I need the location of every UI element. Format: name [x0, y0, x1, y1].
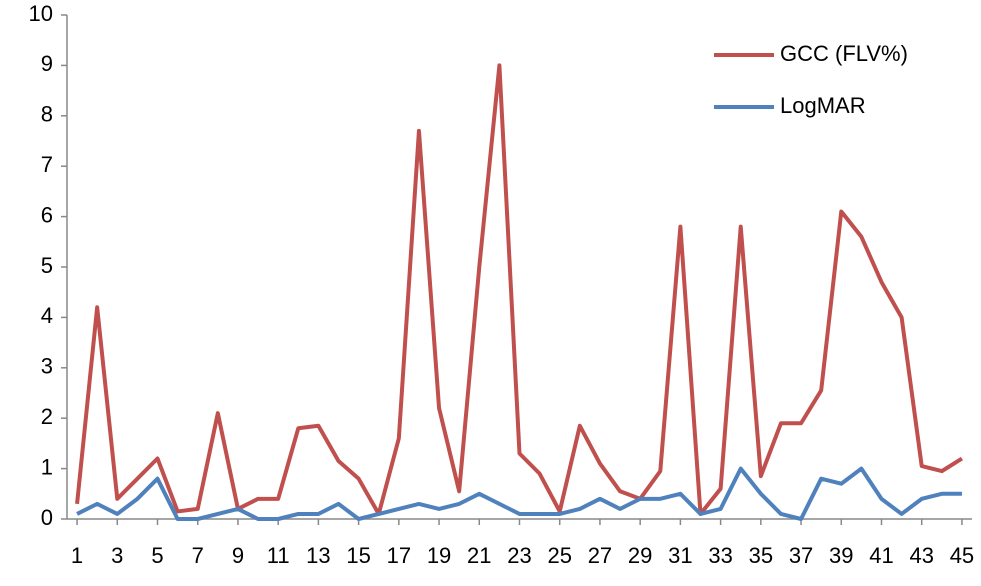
x-tick-label: 39 — [829, 543, 853, 568]
x-tick-label: 15 — [346, 543, 370, 568]
x-tick-label: 5 — [151, 543, 163, 568]
x-tick-label: 13 — [306, 543, 330, 568]
y-tick-label: 10 — [29, 1, 53, 26]
y-tick-label: 4 — [41, 303, 53, 328]
legend-label: GCC (FLV%) — [780, 41, 908, 66]
y-tick-label: 5 — [41, 253, 53, 278]
legend-label: LogMAR — [780, 93, 866, 118]
x-tick-label: 27 — [588, 543, 612, 568]
y-tick-label: 1 — [41, 454, 53, 479]
x-tick-label: 41 — [869, 543, 893, 568]
x-tick-label: 17 — [387, 543, 411, 568]
x-tick-label: 11 — [267, 543, 290, 568]
x-tick-label: 31 — [668, 543, 692, 568]
x-tick-label: 25 — [547, 543, 571, 568]
x-tick-label: 1 — [71, 543, 83, 568]
y-tick-label: 6 — [41, 202, 53, 227]
x-tick-label: 43 — [909, 543, 933, 568]
x-tick-label: 23 — [507, 543, 531, 568]
x-tick-label: 3 — [111, 543, 123, 568]
x-tick-label: 21 — [467, 543, 491, 568]
x-tick-label: 29 — [628, 543, 652, 568]
x-tick-label: 45 — [950, 543, 974, 568]
x-tick-label: 9 — [232, 543, 244, 568]
y-tick-label: 3 — [41, 354, 53, 379]
x-tick-label: 37 — [789, 543, 813, 568]
y-tick-label: 8 — [41, 102, 53, 127]
x-tick-label: 7 — [192, 543, 204, 568]
x-tick-label: 19 — [427, 543, 451, 568]
data-line — [75, 63, 964, 516]
data-line — [76, 466, 962, 521]
y-tick-label: 2 — [41, 404, 53, 429]
y-tick-label: 9 — [41, 51, 53, 76]
x-tick-label: 35 — [749, 543, 773, 568]
y-tick-label: 0 — [41, 505, 53, 530]
y-tick-label: 7 — [41, 152, 53, 177]
x-tick-label: 33 — [708, 543, 732, 568]
